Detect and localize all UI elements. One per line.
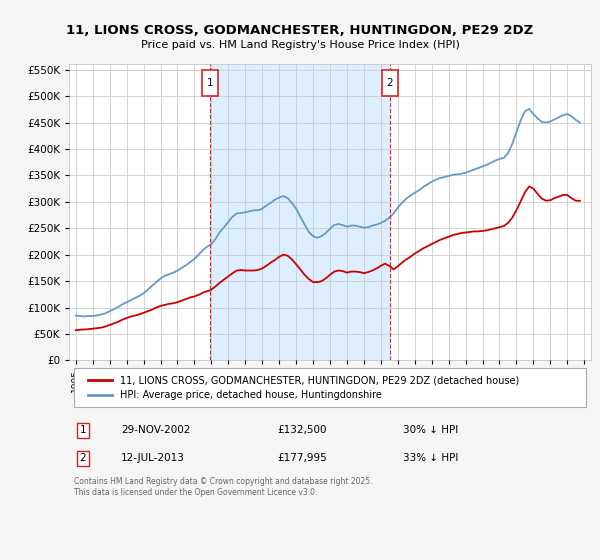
- Text: 11, LIONS CROSS, GODMANCHESTER, HUNTINGDON, PE29 2DZ: 11, LIONS CROSS, GODMANCHESTER, HUNTINGD…: [67, 24, 533, 36]
- Text: 2: 2: [79, 454, 86, 463]
- FancyBboxPatch shape: [74, 368, 586, 407]
- Text: £132,500: £132,500: [278, 425, 328, 435]
- Text: £177,995: £177,995: [278, 454, 328, 463]
- Legend: 11, LIONS CROSS, GODMANCHESTER, HUNTINGDON, PE29 2DZ (detached house), HPI: Aver: 11, LIONS CROSS, GODMANCHESTER, HUNTINGD…: [85, 371, 523, 404]
- Text: Contains HM Land Registry data © Crown copyright and database right 2025.
This d: Contains HM Land Registry data © Crown c…: [74, 477, 373, 497]
- FancyBboxPatch shape: [202, 69, 218, 96]
- Text: 1: 1: [206, 78, 214, 88]
- Text: Price paid vs. HM Land Registry's House Price Index (HPI): Price paid vs. HM Land Registry's House …: [140, 40, 460, 50]
- Text: 33% ↓ HPI: 33% ↓ HPI: [403, 454, 458, 463]
- FancyBboxPatch shape: [382, 69, 398, 96]
- Text: 12-JUL-2013: 12-JUL-2013: [121, 454, 185, 463]
- Text: 1: 1: [79, 425, 86, 435]
- Text: 29-NOV-2002: 29-NOV-2002: [121, 425, 191, 435]
- Bar: [210, 64, 390, 361]
- Text: 2: 2: [386, 78, 394, 88]
- Text: 30% ↓ HPI: 30% ↓ HPI: [403, 425, 458, 435]
